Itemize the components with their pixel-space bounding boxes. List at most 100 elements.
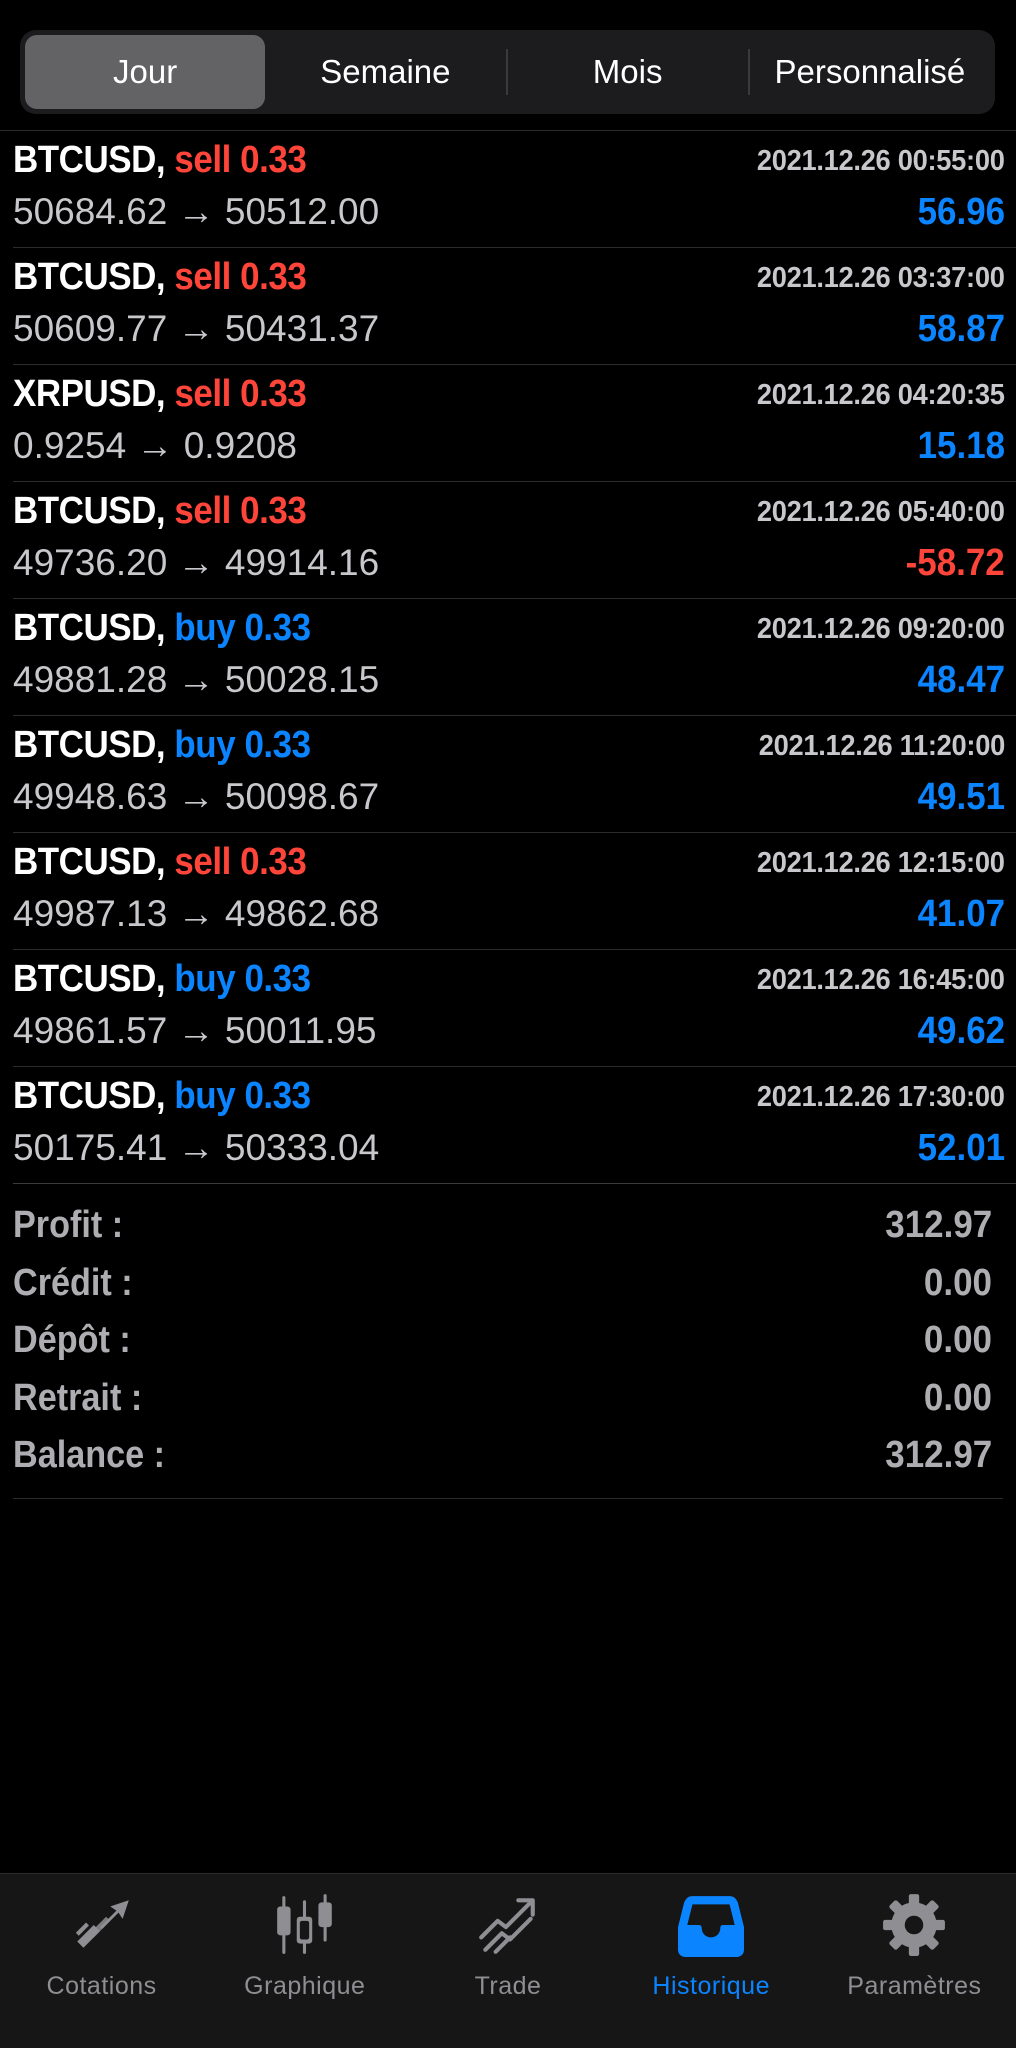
deal-title: BTCUSD, buy 0.33 [13, 724, 311, 767]
deal-row[interactable]: BTCUSD, sell 0.33 2021.12.26 05:40:00 4973… [13, 482, 1016, 599]
deal-time: 2021.12.26 05:40:00 [757, 496, 1005, 528]
deal-profit: 15.18 [917, 425, 1005, 467]
deal-close-price: 50098.67 [224, 776, 380, 817]
tab-label: Cotations [46, 1972, 157, 2000]
deal-close-price: 49862.68 [224, 893, 380, 934]
deal-close-price: 50512.00 [224, 191, 380, 232]
tab-cotations[interactable]: Cotations [0, 1874, 203, 2048]
deal-prices: 0.9254 → 0.9208 [13, 425, 297, 467]
summary-value: 312.97 [885, 1434, 992, 1476]
tab-trade[interactable]: Trade [406, 1874, 609, 2048]
deal-prices: 49987.13 → 49862.68 [13, 893, 379, 935]
deal-time: 2021.12.26 12:15:00 [757, 847, 1005, 879]
deal-symbol: BTCUSD, [13, 841, 166, 883]
deal-side: buy 0.33 [174, 958, 311, 1000]
deal-symbol: BTCUSD, [13, 724, 166, 766]
deal-row[interactable]: BTCUSD, sell 0.33 2021.12.26 00:55:00 5068… [13, 131, 1016, 248]
deal-title: BTCUSD, buy 0.33 [13, 607, 311, 650]
deal-close-price: 50028.15 [224, 659, 380, 700]
list-top-divider [0, 130, 1016, 131]
deal-symbol: BTCUSD, [13, 490, 166, 532]
summary-label: Profit : [13, 1204, 124, 1246]
deal-row[interactable]: BTCUSD, buy 0.33 2021.12.26 09:20:00 49881… [13, 599, 1016, 716]
tab-label: Historique [652, 1972, 770, 2000]
deal-prices: 50684.62 → 50512.00 [13, 191, 379, 233]
deal-side: buy 0.33 [174, 724, 311, 766]
summary-label: Retrait : [13, 1376, 143, 1419]
tab-label: Graphique [244, 1972, 366, 2000]
summary-row: Dépôt : 0.00 [13, 1315, 1003, 1373]
deal-symbol: XRPUSD, [13, 373, 166, 415]
deal-prices: 49736.20 → 49914.16 [13, 542, 379, 584]
tab-historique[interactable]: Historique [610, 1874, 813, 2048]
deal-side: sell 0.33 [174, 373, 307, 415]
trade-trend-icon [479, 1898, 535, 1954]
segment-day[interactable]: Jour [25, 35, 266, 109]
deal-profit: 49.51 [917, 776, 1005, 818]
summary-label: Crédit : [13, 1261, 133, 1304]
tab-parametres[interactable]: Paramètres [813, 1874, 1016, 2048]
deal-time: 2021.12.26 03:37:00 [757, 262, 1005, 294]
summary-label: Balance : [13, 1434, 166, 1476]
candlestick-chart-icon [276, 1894, 332, 1954]
deal-open-price: 49861.57 [13, 1010, 168, 1051]
arrow-right-icon: → [136, 425, 174, 466]
deal-row[interactable]: XRPUSD, sell 0.33 2021.12.26 04:20:35 0.92… [13, 365, 1016, 482]
deal-close-price: 50333.04 [224, 1127, 380, 1168]
deal-close-price: 0.9208 [183, 425, 297, 466]
deal-open-price: 49881.28 [13, 659, 168, 700]
deal-symbol: BTCUSD, [13, 139, 166, 181]
deal-symbol: BTCUSD, [13, 256, 166, 298]
deal-title: BTCUSD, buy 0.33 [13, 958, 311, 1001]
history-summary: Profit :312.97 Crédit :0.00 Dépôt :0.00 Ret… [13, 1200, 1003, 1499]
deal-row[interactable]: BTCUSD, buy 0.33 2021.12.26 11:20:00 49948… [13, 716, 1016, 833]
deal-time: 2021.12.26 09:20:00 [757, 613, 1005, 645]
deal-symbol: BTCUSD, [13, 607, 166, 649]
summary-value: 0.00 [923, 1376, 992, 1419]
deal-title: XRPUSD, sell 0.33 [13, 373, 307, 416]
deal-profit: 56.96 [917, 191, 1005, 233]
deal-title: BTCUSD, sell 0.33 [13, 139, 307, 182]
deal-side: buy 0.33 [174, 1075, 311, 1117]
tab-graphique[interactable]: Graphique [203, 1874, 406, 2048]
arrow-right-icon: → [177, 308, 215, 349]
arrow-right-icon: → [177, 1010, 215, 1051]
arrow-right-icon: → [177, 776, 215, 817]
deal-row[interactable]: BTCUSD, buy 0.33 2021.12.26 16:45:00 49861… [13, 950, 1016, 1067]
segment-month[interactable]: Mois [592, 53, 663, 90]
summary-row: Crédit : 0.00 [13, 1258, 1003, 1316]
summary-value: 0.00 [923, 1261, 992, 1304]
deal-title: BTCUSD, sell 0.33 [13, 841, 307, 884]
segment-divider [505, 49, 508, 95]
deal-row[interactable]: BTCUSD, sell 0.33 2021.12.26 12:15:00 4998… [13, 833, 1016, 950]
deal-row[interactable]: BTCUSD, buy 0.33 2021.12.26 17:30:00 50175… [13, 1067, 1016, 1184]
deal-profit: 41.07 [917, 893, 1005, 935]
tab-label: Trade [474, 1972, 542, 2000]
deal-open-price: 50684.62 [13, 191, 168, 232]
arrow-right-icon: → [177, 1127, 215, 1168]
deal-open-price: 0.9254 [13, 425, 127, 466]
segment-custom[interactable]: Personnalisé [774, 53, 966, 90]
deal-profit: 48.47 [917, 659, 1005, 701]
deal-row[interactable]: BTCUSD, sell 0.33 2021.12.26 03:37:00 5060… [13, 248, 1016, 365]
segment-week[interactable]: Semaine [320, 53, 451, 90]
deal-prices: 50175.41 → 50333.04 [13, 1127, 379, 1169]
deals-list: BTCUSD, sell 0.33 2021.12.26 00:55:00 5068… [0, 130, 1016, 1184]
summary-row: Retrait : 0.00 [13, 1373, 1003, 1431]
deal-profit: 58.87 [917, 308, 1005, 350]
arrow-right-icon: → [177, 191, 215, 232]
arrow-right-icon: → [177, 659, 215, 700]
deal-title: BTCUSD, buy 0.33 [13, 1075, 311, 1118]
deal-side: sell 0.33 [174, 490, 307, 532]
deal-side: sell 0.33 [174, 841, 307, 883]
tab-label: Paramètres [847, 1972, 982, 2000]
deal-profit: 49.62 [917, 1010, 1005, 1052]
deal-open-price: 50609.77 [13, 308, 168, 349]
deal-time: 2021.12.26 04:20:35 [757, 379, 1005, 411]
deal-prices: 49881.28 → 50028.15 [13, 659, 379, 701]
summary-value: 0.00 [923, 1319, 992, 1361]
history-inbox-icon [678, 1896, 745, 1957]
segment-divider [747, 49, 750, 95]
settings-gear-icon [883, 1894, 946, 1956]
deal-open-price: 49948.63 [13, 776, 168, 817]
